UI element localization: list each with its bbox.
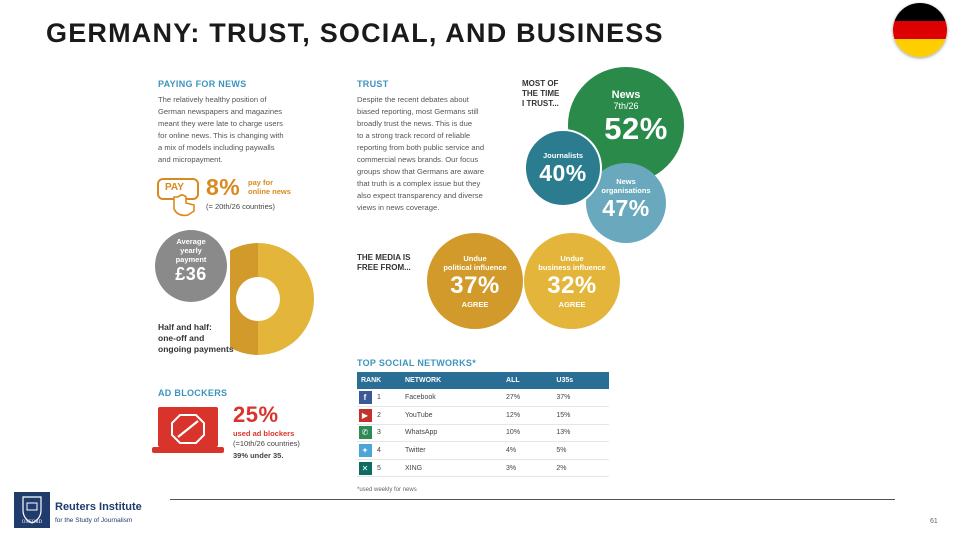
paying-heading: PAYING FOR NEWS <box>158 79 247 89</box>
orgs-trust-value: 47% <box>602 195 650 221</box>
footer-divider <box>170 499 895 500</box>
pay-hand-icon: PAY <box>156 177 202 219</box>
row-network: YouTube <box>400 406 503 425</box>
row-rank: 5 <box>373 459 401 478</box>
journalists-trust-circle: Journalists 40% <box>524 129 602 207</box>
table-row: ▶ 2 YouTube 12% 15% <box>357 406 609 425</box>
xing-icon: ✕ <box>358 461 372 475</box>
row-u35: 15% <box>552 406 609 425</box>
university-label: OXFORD <box>21 520 43 525</box>
twitter-icon: ✦ <box>358 444 372 458</box>
row-rank: 1 <box>373 389 401 408</box>
media-free-heading: THE MEDIA IS FREE FROM... <box>357 253 411 272</box>
social-footnote: *used weekly for news <box>357 487 417 493</box>
donut-ongoing-segment <box>258 243 314 355</box>
laptop-stop-icon <box>152 405 224 457</box>
table-row: ✦ 4 Twitter 4% 5% <box>357 441 609 460</box>
institute-name: Reuters Institute <box>55 501 142 513</box>
oxford-crest-icon: OXFORD <box>14 492 50 528</box>
row-all: 3% <box>502 459 553 478</box>
row-all: 10% <box>502 424 553 443</box>
col-rank: RANK <box>357 372 401 389</box>
youtube-icon: ▶ <box>358 408 372 422</box>
row-network: XING <box>400 459 503 478</box>
table-row: f 1 Facebook 27% 37% <box>357 389 609 408</box>
most-trust-label: MOST OF THE TIME I TRUST... <box>522 79 560 108</box>
trust-heading: TRUST <box>357 79 389 89</box>
business-influence-circle: Undue business influence 32% AGREE <box>524 233 620 329</box>
row-u35: 5% <box>552 441 609 460</box>
institute-sub: for the Study of Journalism <box>55 517 133 524</box>
row-all: 27% <box>502 389 553 408</box>
slide-title: GERMANY: TRUST, SOCIAL, AND BUSINESS <box>46 18 664 48</box>
row-rank: 3 <box>373 424 401 443</box>
donut-oneoff-segment <box>230 243 258 355</box>
pay-text: pay for online news <box>248 178 291 196</box>
col-all: ALL <box>502 372 553 389</box>
business-value: 32% <box>547 272 597 299</box>
row-rank: 2 <box>373 406 401 425</box>
adblock-heading: AD BLOCKERS <box>158 388 228 398</box>
germany-flag-icon <box>893 3 947 57</box>
orgs-trust-circle: News organisations 47% <box>586 163 666 243</box>
row-network: WhatsApp <box>400 424 503 443</box>
payment-donut <box>230 243 314 355</box>
row-rank: 4 <box>373 441 401 460</box>
trust-body: Despite the recent debates about biased … <box>357 95 485 212</box>
table-row: ✆ 3 WhatsApp 10% 13% <box>357 424 609 443</box>
paying-body: The relatively healthy position of Germa… <box>158 95 284 164</box>
table-header-row: RANK NETWORK ALL U35s <box>357 372 609 389</box>
half-text: Half and half: one-off and ongoing payme… <box>158 322 234 354</box>
news-rank: 7th/26 <box>613 101 639 111</box>
row-all: 12% <box>502 406 553 425</box>
adblock-text: used ad blockers (=10th/26 countries) 39… <box>233 429 300 460</box>
political-influence-circle: Undue political influence 37% AGREE <box>427 233 523 329</box>
row-u35: 13% <box>552 424 609 443</box>
row-u35: 37% <box>552 389 609 408</box>
row-network: Facebook <box>400 389 503 408</box>
political-value: 37% <box>450 272 500 299</box>
row-all: 4% <box>502 441 553 460</box>
row-u35: 2% <box>552 459 609 478</box>
average-payment-circle: Average yearly payment £36 <box>155 230 227 302</box>
journalists-trust-value: 40% <box>539 160 587 186</box>
col-network: NETWORK <box>400 372 503 389</box>
whatsapp-icon: ✆ <box>358 426 372 440</box>
pay-label: PAY <box>165 182 184 193</box>
row-network: Twitter <box>400 441 503 460</box>
table-row: ✕ 5 XING 3% 2% <box>357 459 609 478</box>
pay-percent: 8% <box>206 174 241 200</box>
social-networks-table: RANK NETWORK ALL U35s f 1 Facebook 27% 37% ▶ 2… <box>357 372 609 478</box>
page-number: 61 <box>930 518 938 525</box>
facebook-icon: f <box>358 391 372 405</box>
pay-rank: (= 20th/26 countries) <box>206 202 275 211</box>
average-payment-value: £36 <box>175 264 207 284</box>
col-u35: U35s <box>552 372 609 389</box>
news-trust-value: 52% <box>604 111 668 146</box>
social-heading: TOP SOCIAL NETWORKS* <box>357 358 477 368</box>
adblock-percent: 25% <box>233 402 279 427</box>
